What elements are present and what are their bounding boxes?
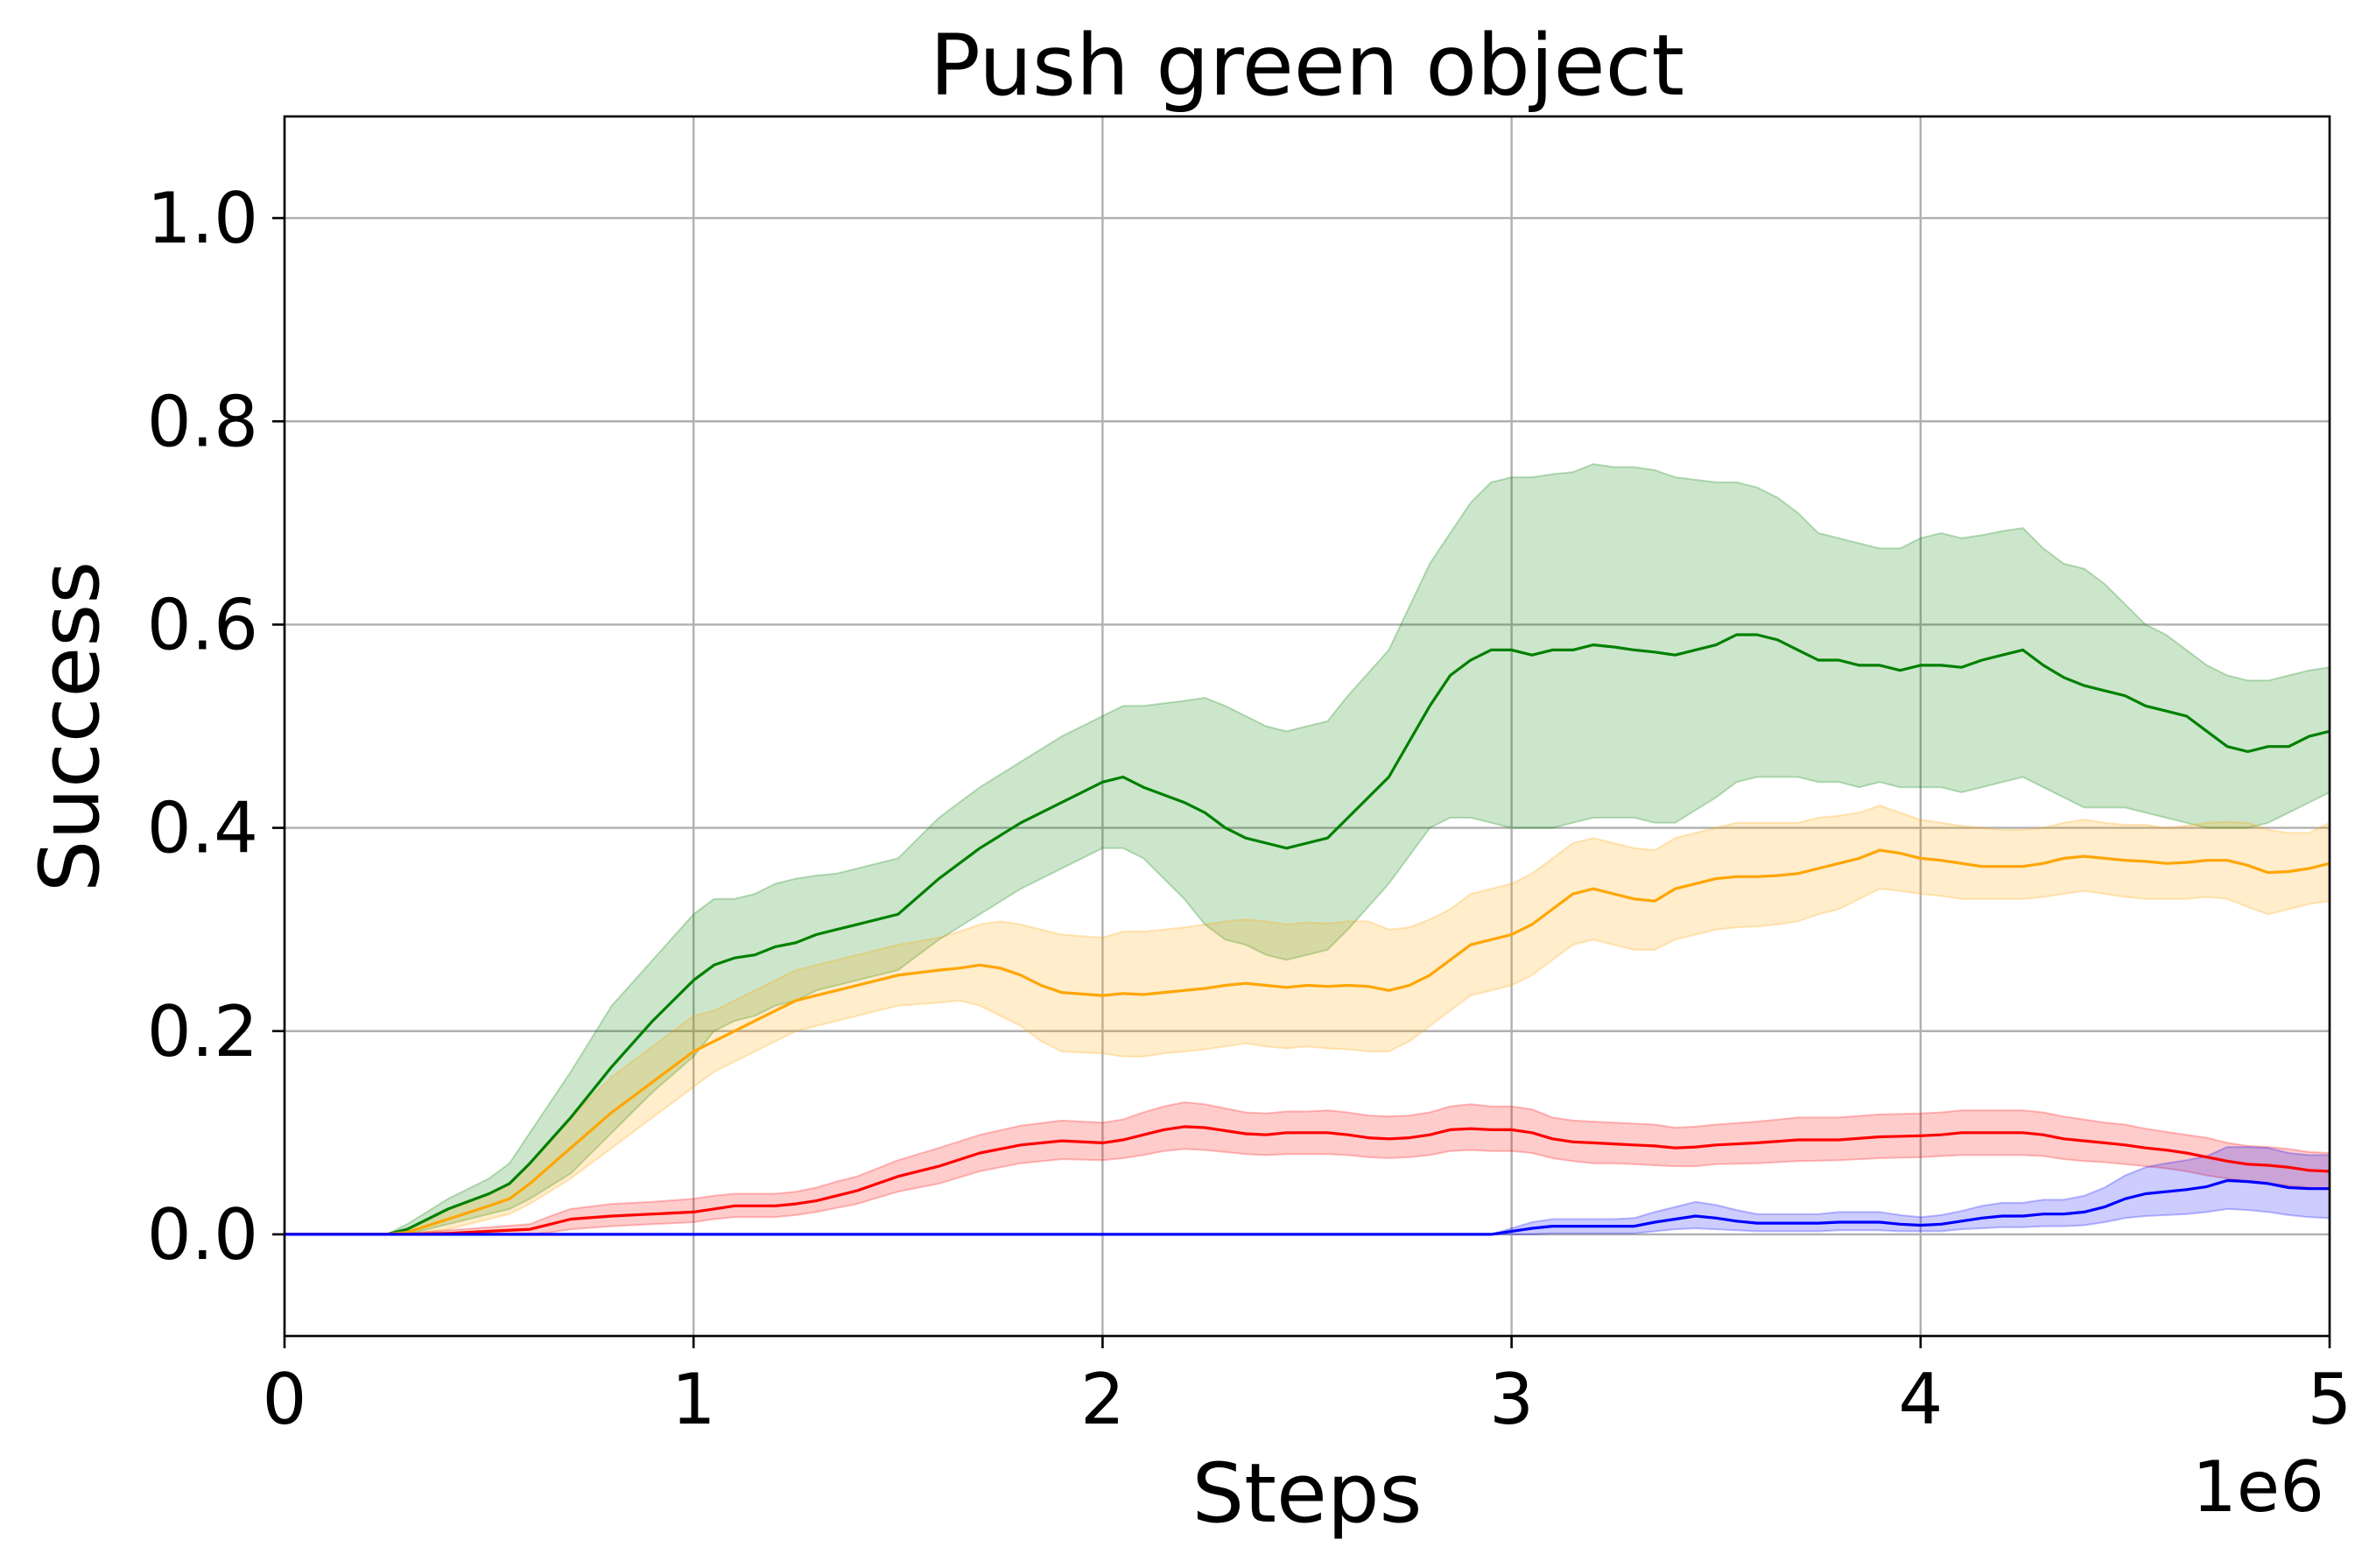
series-1-line <box>285 848 2330 1236</box>
y-axis-ticks: 0.0 0.2 0.4 0.6 0.8 1.0 <box>147 178 285 1276</box>
series-0-line <box>285 633 2330 1236</box>
x-tick-label-2: 2 <box>1080 1359 1125 1440</box>
chart-title: Push green object <box>930 17 1684 115</box>
x-tick-label-5: 5 <box>2308 1359 2352 1440</box>
y-tick-label-0: 0.0 <box>147 1194 258 1276</box>
series-3-line <box>285 1178 2330 1236</box>
x-axis-label: Steps <box>1192 1446 1423 1542</box>
x-tick-label-4: 4 <box>1898 1359 1943 1440</box>
y-axis-label: Success <box>23 561 118 892</box>
y-tick-label-2: 0.4 <box>147 788 258 869</box>
y-tick-label-1: 0.2 <box>147 991 258 1072</box>
confidence-bands <box>285 462 2330 1235</box>
series-lines <box>285 633 2330 1236</box>
plot-area-frame <box>283 115 2331 1338</box>
y-tick-label-4: 0.8 <box>147 381 258 462</box>
y-tick-label-5: 1.0 <box>147 178 258 259</box>
x-axis-ticks: 0 1 2 3 4 5 <box>263 1336 2352 1440</box>
y-tick-label-3: 0.6 <box>147 584 258 665</box>
x-tick-label-1: 1 <box>671 1359 716 1440</box>
x-tick-label-0: 0 <box>263 1359 307 1440</box>
x-axis-offset-label: 1e6 <box>2192 1446 2324 1528</box>
x-tick-label-3: 3 <box>1489 1359 1534 1440</box>
series-2-line <box>285 1125 2330 1236</box>
